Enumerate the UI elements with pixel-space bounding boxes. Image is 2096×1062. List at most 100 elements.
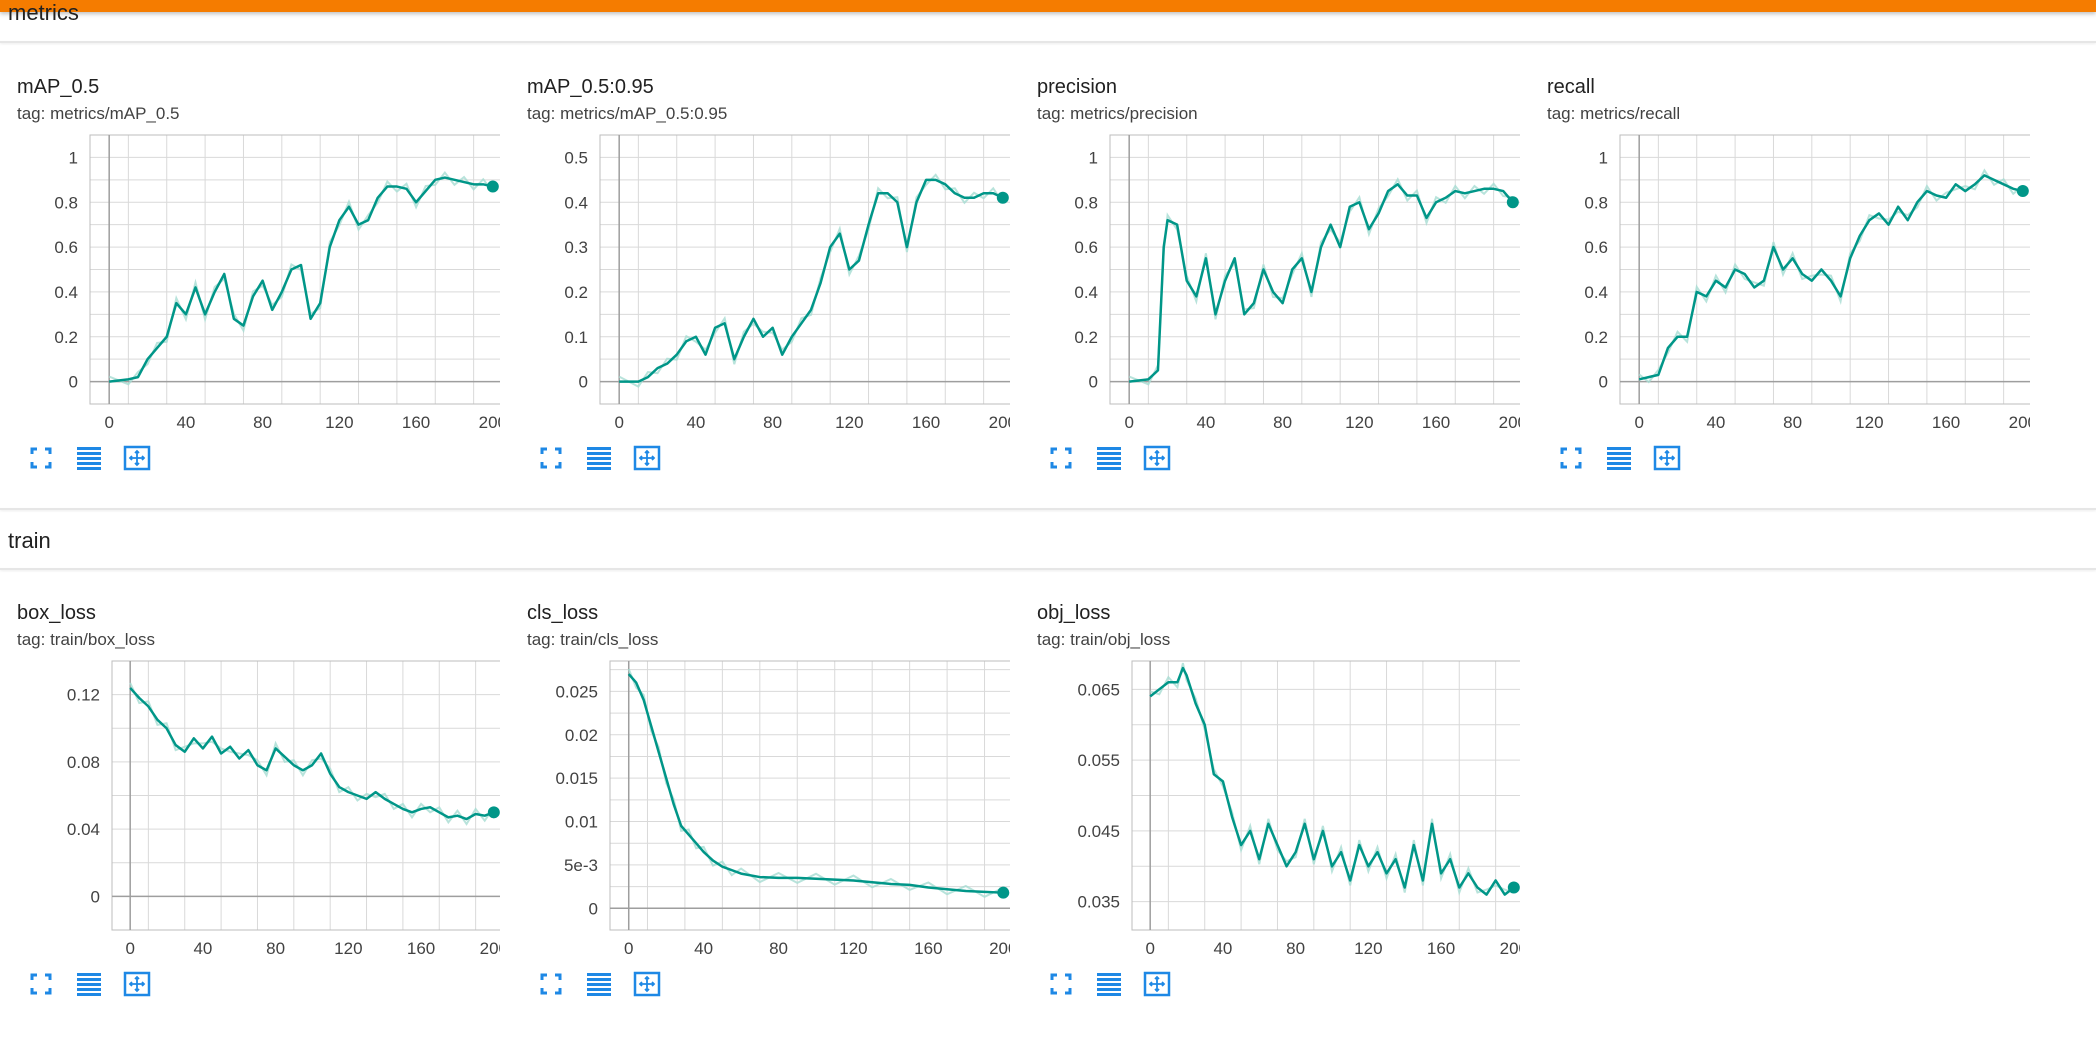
fullscreen-button[interactable] — [534, 967, 568, 1001]
fit-domain-button[interactable] — [120, 441, 154, 475]
x-tick-label: 120 — [334, 939, 362, 958]
line-chart: 0 40 80 120 160 200 0 0.2 0.4 0.6 0.8 1 — [1584, 134, 2030, 432]
fit-domain-button[interactable] — [630, 967, 664, 1001]
line-chart: 0 40 80 120 160 200 0 0.04 0.08 0.12 — [67, 660, 500, 958]
fullscreen-icon — [1050, 447, 1072, 469]
top-accent-bar — [0, 0, 2096, 12]
series-end-point — [487, 806, 500, 819]
scalar-card-map-0-5: mAP_0.5 tag: metrics/mAP_0.5 0 40 80 120 160 20… — [0, 66, 500, 536]
fullscreen-button[interactable] — [1044, 967, 1078, 1001]
data-table-button[interactable] — [1092, 441, 1126, 475]
fullscreen-button[interactable] — [24, 441, 58, 475]
x-tick-label: 200 — [479, 413, 500, 432]
y-tick-label: 0.6 — [54, 238, 78, 257]
fit-domain-button[interactable] — [120, 967, 154, 1001]
data-table-button[interactable] — [582, 441, 616, 475]
card-tag: tag: train/cls_loss — [527, 630, 659, 649]
x-tick-label: 40 — [193, 939, 212, 958]
section-divider-top-train — [0, 508, 2096, 510]
plot-border — [1109, 134, 1520, 405]
y-tick-label: 5e-3 — [564, 856, 598, 875]
y-tick-label: 0 — [1089, 373, 1098, 392]
y-tick-label: 0 — [579, 373, 588, 392]
series-end-point — [2016, 185, 2029, 198]
y-tick-label: 1 — [1089, 148, 1098, 167]
plot-border — [599, 134, 1010, 405]
y-tick-label: 0.5 — [564, 148, 588, 167]
y-tick-label: 0.12 — [67, 686, 100, 705]
card-title: cls_loss — [527, 602, 599, 624]
data-table-button[interactable] — [1092, 967, 1126, 1001]
fit-domain-icon — [1143, 445, 1171, 471]
x-tick-label: 80 — [769, 939, 788, 958]
y-tick-label: 0.8 — [54, 193, 78, 212]
y-tick-label: 0.04 — [67, 820, 100, 839]
card-tag: tag: train/box_loss — [17, 630, 155, 649]
y-tick-label: 0.055 — [1077, 751, 1120, 770]
y-tick-label: 0.1 — [564, 328, 588, 347]
data-table-button[interactable] — [582, 967, 616, 1001]
section-title-train: train — [8, 528, 51, 553]
line-chart: 0 40 80 120 160 200 0 0.2 0.4 0.6 0.8 1 — [1074, 134, 1520, 432]
y-tick-label: 0.4 — [1584, 283, 1608, 302]
y-tick-label: 0.2 — [1584, 328, 1608, 347]
fit-domain-button[interactable] — [1140, 967, 1174, 1001]
series-end-point — [996, 191, 1009, 204]
x-tick-label: 200 — [989, 939, 1010, 958]
x-tick-label: 40 — [1196, 413, 1215, 432]
card-title: mAP_0.5 — [17, 76, 100, 98]
card-tag: tag: train/obj_loss — [1037, 630, 1171, 649]
x-tick-label: 0 — [125, 939, 134, 958]
fit-domain-button[interactable] — [1650, 441, 1684, 475]
scalar-card-box-loss: box_loss tag: train/box_loss 0 40 80 120 160 20… — [0, 592, 500, 1062]
scalar-card-precision: precision tag: metrics/precision 0 40 80 120 1… — [1020, 66, 1520, 536]
fullscreen-button[interactable] — [24, 967, 58, 1001]
scalar-card-cls-loss: cls_loss tag: train/cls_loss 0 40 80 120 160 20… — [510, 592, 1010, 1062]
data-table-icon — [1607, 447, 1631, 470]
line-chart: 0 40 80 120 160 200 0 0.2 0.4 0.6 0.8 1 — [54, 134, 500, 432]
series-smoothed-line — [129, 687, 495, 821]
y-tick-label: 0.045 — [1077, 822, 1120, 841]
y-tick-label: 0.015 — [555, 769, 598, 788]
y-tick-label: 0.02 — [565, 726, 598, 745]
x-tick-label: 0 — [104, 413, 113, 432]
card-tag: tag: metrics/precision — [1037, 104, 1198, 123]
x-tick-label: 120 — [839, 939, 867, 958]
fullscreen-button[interactable] — [1044, 441, 1078, 475]
y-tick-label: 0.6 — [1584, 238, 1608, 257]
fullscreen-icon — [1050, 973, 1072, 995]
card-title: recall — [1547, 76, 1595, 98]
y-tick-label: 0.08 — [67, 753, 100, 772]
x-tick-label: 40 — [1706, 413, 1725, 432]
y-tick-label: 0.025 — [555, 682, 598, 701]
card-title: box_loss — [17, 602, 96, 624]
fullscreen-button[interactable] — [1554, 441, 1588, 475]
y-tick-label: 0.3 — [564, 238, 588, 257]
fit-domain-icon — [1653, 445, 1681, 471]
fit-domain-button[interactable] — [630, 441, 664, 475]
x-tick-label: 40 — [176, 413, 195, 432]
data-table-icon — [77, 973, 101, 996]
fullscreen-icon — [540, 973, 562, 995]
x-tick-label: 120 — [1354, 939, 1382, 958]
x-tick-label: 0 — [624, 939, 633, 958]
fullscreen-button[interactable] — [534, 441, 568, 475]
card-tag: tag: metrics/recall — [1547, 104, 1681, 123]
x-tick-label: 0 — [1124, 413, 1133, 432]
series-smoothed-line — [1129, 183, 1514, 383]
fit-domain-icon — [123, 971, 151, 997]
data-table-icon — [587, 447, 611, 470]
data-table-button[interactable] — [72, 441, 106, 475]
data-table-button[interactable] — [72, 967, 106, 1001]
data-table-button[interactable] — [1602, 441, 1636, 475]
fit-domain-button[interactable] — [1140, 441, 1174, 475]
line-chart: 0 40 80 120 160 200 0 5e-3 0.01 0.015 0.02 0.025 — [555, 660, 1010, 958]
scalar-card-obj-loss: obj_loss tag: train/obj_loss 0 40 80 120 160 20… — [1020, 592, 1520, 1062]
x-tick-label: 0 — [1634, 413, 1643, 432]
x-tick-label: 40 — [694, 939, 713, 958]
y-tick-label: 0.01 — [565, 813, 598, 832]
x-tick-label: 160 — [1422, 413, 1450, 432]
series-end-point — [1507, 881, 1520, 894]
y-tick-label: 0.4 — [564, 193, 588, 212]
scalar-card-map-0-5-0-95: mAP_0.5:0.95 tag: metrics/mAP_0.5:0.95 0 40… — [510, 66, 1010, 536]
